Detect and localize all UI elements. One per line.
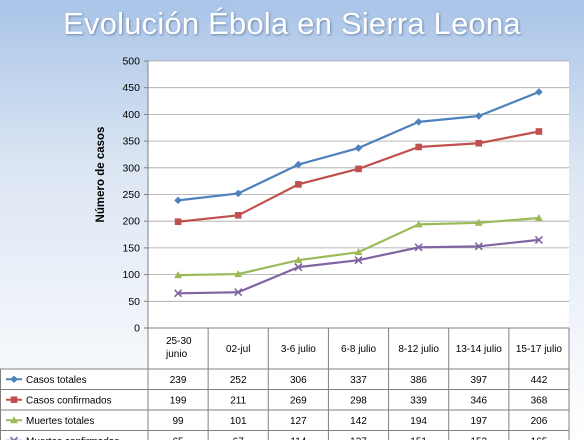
data-point — [414, 220, 423, 228]
table-value: 65 — [173, 436, 185, 440]
data-point — [234, 189, 243, 198]
y-tick-label: 250 — [122, 189, 140, 201]
data-point — [535, 128, 543, 135]
table-value: 346 — [470, 395, 487, 406]
table-value: 67 — [233, 436, 245, 440]
y-tick-label: 400 — [122, 109, 140, 121]
y-tick-label: 500 — [122, 56, 140, 68]
table-value: 339 — [410, 395, 427, 406]
data-point — [355, 165, 362, 173]
table-value: 337 — [350, 375, 367, 386]
x-category-label: junio — [165, 349, 188, 360]
data-point — [415, 143, 422, 151]
y-tick-label: 50 — [128, 296, 140, 308]
table-value: 368 — [531, 395, 548, 406]
data-point — [294, 263, 303, 272]
data-point — [475, 139, 483, 147]
table-value: 252 — [230, 375, 247, 386]
x-category-label: 15-17 julio — [516, 344, 563, 355]
table-value: 239 — [170, 375, 187, 386]
legend-key-marker — [9, 436, 19, 440]
y-tick-label: 200 — [122, 216, 140, 228]
data-point — [234, 270, 243, 278]
data-point — [474, 112, 483, 120]
y-tick-label: 450 — [122, 82, 140, 94]
y-tick-label: 350 — [122, 136, 140, 148]
data-point — [354, 144, 363, 152]
data-point — [294, 160, 303, 169]
x-category-label: 3-6 julio — [281, 344, 316, 355]
data-point — [354, 256, 363, 265]
data-point — [174, 289, 183, 298]
data-point — [535, 88, 543, 96]
data-point — [174, 218, 182, 226]
legend-series-name: Muertes confirmadas — [26, 436, 119, 440]
table-value: 151 — [410, 436, 427, 440]
data-point — [414, 118, 423, 126]
x-category-label: 25-30 — [166, 336, 192, 347]
y-tick-label: 100 — [122, 269, 140, 281]
data-point — [174, 271, 183, 279]
table-value: 165 — [531, 436, 548, 440]
table-value: 194 — [410, 416, 427, 427]
x-category-label: 02-jul — [226, 344, 250, 355]
slide-title: Evolución Ébola en Sierra Leona — [63, 6, 521, 41]
table-value: 199 — [170, 395, 187, 406]
data-point — [414, 243, 423, 252]
x-category-label: 8-12 julio — [398, 344, 439, 355]
legend-series-name: Casos confirmados — [26, 395, 112, 406]
table-value: 397 — [470, 375, 487, 386]
table-value: 269 — [290, 395, 307, 406]
data-point — [234, 212, 242, 219]
data-point — [234, 288, 243, 297]
table-value: 442 — [531, 375, 548, 386]
table-value: 127 — [350, 436, 367, 440]
y-tick-label: 150 — [122, 242, 140, 254]
table-value: 127 — [290, 416, 307, 427]
x-category-label: 13-14 julio — [456, 344, 503, 355]
table-value: 114 — [290, 436, 306, 440]
table-value: 298 — [350, 395, 367, 406]
x-category-label: 6-8 julio — [341, 344, 376, 355]
table-value: 211 — [230, 395, 246, 406]
y-tick-label: 300 — [122, 162, 140, 174]
data-point — [294, 256, 303, 264]
legend-key-marker — [10, 375, 18, 384]
table-value: 142 — [350, 416, 367, 427]
data-point — [474, 218, 483, 226]
legend-series-name: Muertes totales — [26, 416, 94, 427]
data-point — [474, 242, 483, 251]
table-value: 206 — [531, 416, 548, 427]
legend-series-name: Casos totales — [26, 375, 87, 386]
table-value: 306 — [290, 375, 307, 386]
legend-key-marker — [10, 416, 18, 424]
table-value: 386 — [410, 375, 427, 386]
y-axis-label: Número de casos — [95, 127, 107, 223]
y-tick-label: 0 — [134, 323, 140, 335]
table-area — [148, 328, 569, 440]
table-value: 197 — [470, 416, 487, 427]
table-value: 153 — [470, 436, 487, 440]
table-value: 101 — [230, 416, 247, 427]
data-point — [174, 196, 182, 205]
data-point — [534, 213, 543, 221]
data-point — [295, 181, 302, 188]
table-value: 99 — [173, 416, 185, 427]
data-point — [534, 235, 543, 244]
legend-key-marker — [10, 396, 18, 404]
data-point — [354, 248, 363, 256]
table-name-area — [0, 369, 148, 440]
